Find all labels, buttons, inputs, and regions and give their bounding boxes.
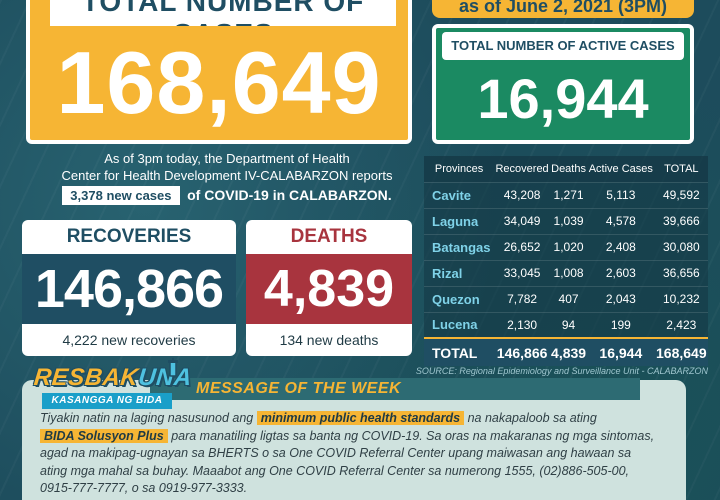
logo-tagline: KASANGGA NG BIDA [42, 393, 172, 409]
recovered-cell: 2,130 [494, 311, 551, 338]
total-active: 16,944 [587, 337, 655, 366]
total-cell: 10,232 [654, 285, 708, 312]
new-recoveries: 4,222 new recoveries [62, 332, 196, 348]
deaths-cell: 1,020 [550, 233, 588, 260]
total-row-label: TOTAL [424, 337, 495, 366]
resbakuna-logo: RESBAKUNA KASANGGA NG BIDA [32, 358, 193, 410]
total-cases-value: 168,649 [56, 33, 382, 132]
statement-line-1: As of 3pm today, the Department of Healt… [104, 151, 350, 166]
header-provinces: Provinces [424, 156, 495, 182]
active-cell: 2,408 [587, 233, 655, 260]
deaths-value: 4,839 [246, 254, 412, 324]
total-cases-label: TOTAL NUMBER OF CASES [81, 0, 365, 26]
statement-line-3: 3,378 new cases of COVID-19 in CALABARZO… [34, 186, 420, 205]
header-recovered: Recovered [494, 156, 551, 182]
total-cases-sum: 168,649 [654, 337, 708, 366]
statement-line-2: Center for Health Development IV-CALABAR… [61, 168, 393, 183]
total-cell: 36,656 [654, 259, 708, 286]
table-total-row: TOTAL 146,866 4,839 16,944 168,649 [424, 337, 708, 366]
header-deaths: Deaths [550, 156, 588, 182]
message-title-bar [150, 378, 640, 400]
recovered-cell: 33,045 [494, 259, 551, 286]
total-deaths: 4,839 [550, 337, 588, 366]
active-cell: 199 [587, 311, 655, 338]
recovered-cell: 26,652 [494, 233, 551, 260]
province-name: Quezon [424, 285, 495, 312]
recovered-cell: 34,049 [494, 207, 551, 234]
recoveries-value: 146,866 [22, 254, 236, 324]
deaths-label: DEATHS [290, 226, 368, 247]
message-line-1-pre: Tiyakin natin na laging nasusunod ang [40, 411, 254, 425]
statement-tail: of COVID-19 in CALABARZON. [187, 187, 392, 203]
header-total: TOTAL [654, 156, 708, 182]
highlight-mphs: minimum public health standards [256, 411, 465, 425]
active-cell: 2,043 [587, 285, 655, 312]
date-banner: as of June 2, 2021 (3PM) [432, 0, 694, 18]
table-header-row: Provinces Recovered Deaths Active Cases … [424, 156, 708, 182]
message-line-2-post: para manatiling ligtas sa banta ng COVID… [171, 428, 655, 443]
message-line-2: BIDA Solusyon Plus para manatiling ligta… [40, 428, 680, 446]
province-name: Cavite [424, 181, 495, 208]
deaths-card: DEATHS 4,839 134 new deaths [246, 220, 412, 356]
message-line-4: ating mga mahal sa buhay. Maaabot ang On… [40, 463, 629, 478]
message-line-3: agad na makipag-ugnayan sa BHERTS o sa O… [40, 446, 632, 460]
recoveries-label: RECOVERIES [66, 226, 192, 247]
active-cell: 5,113 [587, 181, 655, 208]
daily-statement: As of 3pm today, the Department of Healt… [34, 150, 420, 205]
active-cases-value: 16,944 [477, 67, 649, 130]
syringe-icon [168, 358, 178, 383]
total-recovered: 146,866 [494, 337, 551, 366]
table-row: Rizal 33,045 1,008 2,603 36,656 [424, 259, 708, 286]
active-cases-card: TOTAL NUMBER OF ACTIVE CASES 16,944 [432, 24, 694, 144]
header-active-cases: Active Cases [587, 156, 655, 182]
deaths-cell: 407 [550, 285, 588, 312]
active-cases-label: TOTAL NUMBER OF ACTIVE CASES [442, 32, 684, 60]
total-cell: 39,666 [654, 207, 708, 234]
new-deaths: 134 new deaths [279, 332, 379, 348]
recoveries-card: RECOVERIES 146,866 4,222 new recoveries [22, 220, 236, 356]
new-cases-badge: 3,378 new cases [62, 186, 180, 205]
province-name: Lucena [424, 311, 495, 338]
province-table: Provinces Recovered Deaths Active Cases … [424, 156, 708, 366]
logo-text-a: RESBAK [32, 364, 140, 391]
table-row: Lucena 2,130 94 199 2,423 [424, 311, 708, 338]
recovered-cell: 7,782 [494, 285, 551, 312]
total-cases-card: TOTAL NUMBER OF CASES 168,649 [26, 0, 412, 144]
total-cell: 30,080 [654, 233, 708, 260]
table-row: Quezon 7,782 407 2,043 10,232 [424, 285, 708, 312]
table-row: Cavite 43,208 1,271 5,113 49,592 [424, 181, 708, 208]
total-cell: 49,592 [654, 181, 708, 208]
table-row: Laguna 34,049 1,039 4,578 39,666 [424, 207, 708, 234]
active-cell: 4,578 [587, 207, 655, 234]
deaths-cell: 1,008 [550, 259, 588, 286]
active-cell: 2,603 [587, 259, 655, 286]
source-note: SOURCE: Regional Epidemiology and Survei… [415, 366, 708, 376]
deaths-cell: 1,039 [550, 207, 588, 234]
message-line-1-post: na nakapaloob sa ating [467, 411, 597, 425]
message-line-5: 0915-777-7777, o sa 0919-977-3333. [40, 481, 248, 495]
highlight-bida: BIDA Solusyon Plus [40, 428, 168, 443]
message-body: Tiyakin natin na laging nasusunod ang mi… [40, 410, 680, 498]
table-row: Batangas 26,652 1,020 2,408 30,080 [424, 233, 708, 260]
date-banner-text: as of June 2, 2021 (3PM) [458, 0, 668, 16]
total-cases-header: TOTAL NUMBER OF CASES [50, 0, 396, 26]
message-title: MESSAGE OF THE WEEK [196, 380, 402, 397]
province-name: Batangas [424, 233, 495, 260]
province-name: Laguna [424, 207, 495, 234]
deaths-cell: 1,271 [550, 181, 588, 208]
total-cell: 2,423 [654, 311, 708, 338]
message-line-1: Tiyakin natin na laging nasusunod ang mi… [40, 410, 680, 428]
deaths-cell: 94 [550, 311, 588, 338]
recovered-cell: 43,208 [494, 181, 551, 208]
province-name: Rizal [424, 259, 495, 286]
